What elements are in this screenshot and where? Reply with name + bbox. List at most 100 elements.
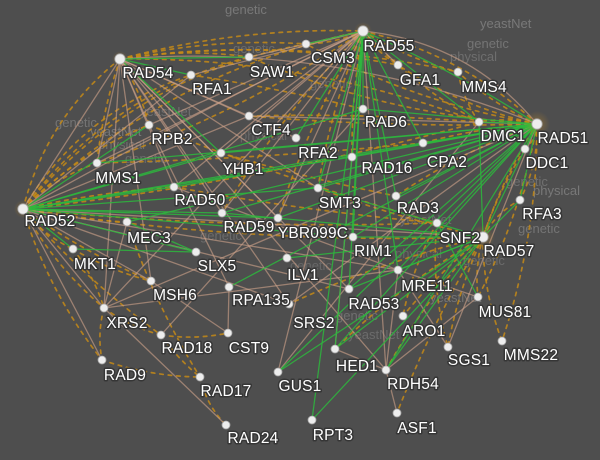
node-MMS4[interactable]: [453, 67, 463, 77]
edge-RAD54-RAD52-physical: [22, 58, 121, 210]
node-CTF4[interactable]: [244, 111, 254, 121]
node-label-RAD54: RAD54: [123, 65, 174, 82]
edge-RAD51-DMC1-genetic: [478, 119, 538, 125]
node-SLX5[interactable]: [191, 247, 201, 257]
node-label-CTF4: CTF4: [251, 122, 291, 139]
node-label-SNF2: SNF2: [440, 230, 480, 247]
node-CPA2[interactable]: [418, 138, 428, 148]
edge-RAD54-DMC1-genetic: [119, 58, 480, 123]
node-HED1[interactable]: [330, 344, 340, 354]
node-RFA2[interactable]: [291, 133, 301, 143]
node-MUS81[interactable]: [473, 292, 483, 302]
edge-RAD55-RFA2-yeastNet: [295, 30, 364, 139]
edge-RAD57-ASF1-genetic: [396, 236, 484, 414]
node-SMT3[interactable]: [313, 183, 323, 193]
node-ILV1[interactable]: [282, 253, 292, 263]
node-label-MKT1: MKT1: [74, 256, 116, 273]
edge-RAD55-GUS1-physical: [277, 30, 364, 373]
node-MMS22[interactable]: [497, 336, 507, 346]
node-YHB1[interactable]: [216, 148, 226, 158]
node-RAD9[interactable]: [97, 355, 107, 365]
node-MKT1[interactable]: [68, 244, 78, 254]
node-RPA135[interactable]: [224, 282, 234, 292]
edge-RAD55-RPB2-physical: [148, 30, 364, 126]
node-MRE11[interactable]: [393, 265, 403, 275]
edge-RAD57-HED1-yeastNet: [334, 236, 484, 350]
edge-RAD51-MRE11-yeastNet: [397, 123, 538, 271]
edge-MEC3-SLX5-yeastNet: [126, 221, 197, 253]
node-SAW1[interactable]: [244, 52, 254, 62]
node-RFA3[interactable]: [515, 195, 525, 205]
node-RAD17[interactable]: [195, 372, 205, 382]
edge-MUS81-MRE11-physical: [397, 269, 479, 298]
node-RAD57[interactable]: [477, 231, 489, 243]
node-SGS1[interactable]: [443, 342, 453, 352]
node-label-MUS81: MUS81: [479, 304, 532, 321]
edge-RAD52-RPB2-yeastNet: [22, 124, 150, 210]
node-label-RAD9: RAD9: [104, 367, 146, 384]
node-RDH54[interactable]: [381, 365, 391, 375]
node-GFA1[interactable]: [393, 60, 403, 70]
node-label-RAD53: RAD53: [349, 296, 400, 313]
node-DDC1[interactable]: [520, 144, 530, 154]
node-XRS2[interactable]: [99, 303, 109, 313]
edge-type-watermark: physical: [450, 49, 497, 64]
node-label-MMS22: MMS22: [504, 347, 558, 364]
node-RIM1[interactable]: [348, 232, 358, 242]
edge-RAD52-SMT3-yeastNet: [22, 187, 319, 210]
edge-RAD55-DMC1-yeastNet: [362, 30, 480, 123]
edge-RAD52-XRS2-physical: [22, 208, 105, 309]
edge-RAD54-CSM3-genetic: [119, 41, 307, 60]
node-label-RAD24: RAD24: [228, 430, 279, 447]
node-RAD51[interactable]: [531, 118, 543, 130]
node-ASF1[interactable]: [392, 408, 402, 418]
node-RAD53[interactable]: [344, 284, 354, 294]
node-MEC3[interactable]: [122, 217, 132, 227]
node-RPT3[interactable]: [307, 415, 317, 425]
node-YBR099C[interactable]: [273, 213, 283, 223]
edge-RAD55-SMT3-genetic: [317, 30, 364, 189]
node-GUS1[interactable]: [273, 367, 283, 377]
node-RAD24[interactable]: [221, 420, 231, 430]
edge-RPA135-RAD51-yeastNet: [228, 123, 538, 288]
node-RPB2[interactable]: [144, 120, 154, 130]
node-RAD59[interactable]: [217, 208, 227, 218]
edge-RAD18-RAD17-genetic: [160, 334, 201, 378]
edge-RAD51-YBR099C-yeastNet: [277, 123, 538, 219]
node-MMS1[interactable]: [92, 158, 102, 168]
edge-RAD52-RAD57-physical: [22, 208, 484, 238]
edge-RAD52-RAD9-physical: [22, 208, 103, 361]
node-DMC1[interactable]: [474, 117, 484, 127]
node-label-RAD17: RAD17: [201, 383, 252, 400]
edge-RAD57-RAD53-yeastNet: [348, 236, 484, 290]
node-MSH6[interactable]: [146, 276, 156, 286]
edge-RAD52-XRS2-genetic: [22, 208, 105, 309]
node-label-RPT3: RPT3: [313, 427, 353, 444]
edge-RAD52-RAD57-genetic: [22, 208, 484, 240]
node-RAD18[interactable]: [156, 330, 166, 340]
edge-type-watermark: genetic: [55, 115, 97, 130]
node-RAD52[interactable]: [17, 203, 29, 215]
edge-RAD57-RPT3-yeastNet: [311, 236, 484, 421]
edge-RAD55-MMS1-physical: [96, 30, 364, 164]
node-SNF2[interactable]: [432, 218, 442, 228]
node-CSM3[interactable]: [301, 39, 311, 49]
edge-RAD57-SMT3-yeastNet: [317, 187, 484, 238]
node-RAD6[interactable]: [358, 104, 368, 114]
node-RAD16[interactable]: [347, 152, 357, 162]
node-label-MMS1: MMS1: [95, 170, 141, 187]
edge-RAD54-RAD55-genetic: [119, 29, 364, 60]
node-label-RFA2: RFA2: [298, 145, 338, 162]
node-CST9[interactable]: [223, 328, 233, 338]
node-RAD3[interactable]: [391, 191, 401, 201]
node-label-YBR099C: YBR099C: [278, 225, 348, 242]
node-RAD54[interactable]: [114, 53, 126, 65]
node-SRS2[interactable]: [284, 299, 294, 309]
edge-type-watermark: genetic: [518, 221, 560, 236]
node-label-MMS4: MMS4: [461, 79, 507, 96]
node-ARO1[interactable]: [398, 311, 408, 321]
node-RAD55[interactable]: [357, 25, 369, 37]
node-RAD50[interactable]: [169, 182, 179, 192]
node-RFA1[interactable]: [186, 70, 196, 80]
